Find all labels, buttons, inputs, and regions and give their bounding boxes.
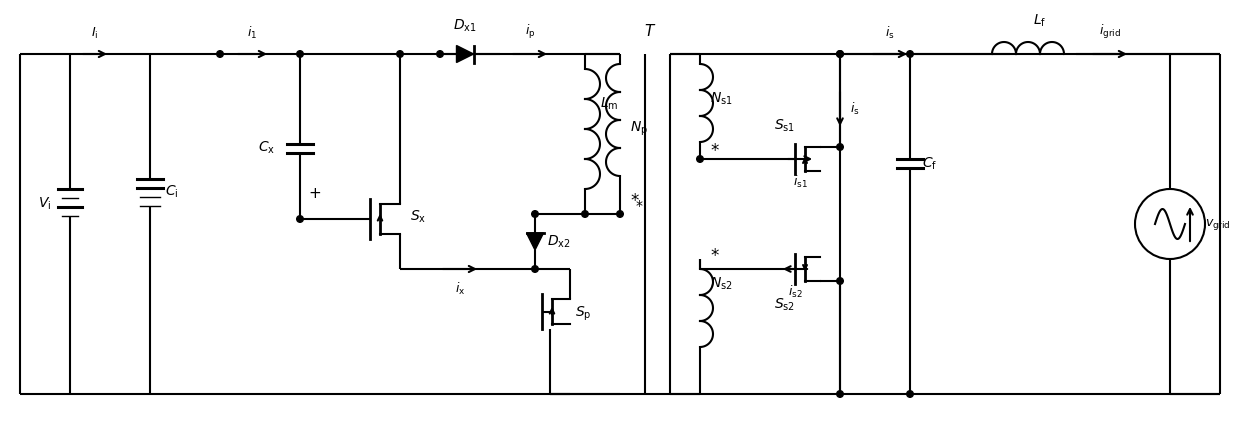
Text: $L_{\rm m}$: $L_{\rm m}$ [600,96,619,112]
Text: $*$: $*$ [711,140,720,158]
Circle shape [532,211,538,218]
Text: $S_{\rm p}$: $S_{\rm p}$ [575,305,591,323]
Circle shape [532,266,538,272]
Circle shape [397,51,403,57]
Text: $C_{\rm x}$: $C_{\rm x}$ [258,140,275,156]
Circle shape [837,278,843,284]
Text: $i_{\rm s}$: $i_{\rm s}$ [849,101,859,117]
Text: $I_{\rm i}$: $I_{\rm i}$ [92,26,99,41]
Text: $S_{\rm s2}$: $S_{\rm s2}$ [775,297,796,314]
Text: $v_{\rm grid}$: $v_{\rm grid}$ [1205,217,1231,232]
Text: $V_{\rm i}$: $V_{\rm i}$ [38,196,52,212]
Text: $i_{\rm x}$: $i_{\rm x}$ [455,281,465,297]
Text: $L_{\rm f}$: $L_{\rm f}$ [1033,12,1047,29]
Text: $S_{\rm x}$: $S_{\rm x}$ [410,209,427,225]
Text: $i_{\rm p}$: $i_{\rm p}$ [525,23,536,41]
Circle shape [217,51,223,57]
Circle shape [436,51,444,57]
Circle shape [837,51,843,57]
Text: $i_{\rm s}$: $i_{\rm s}$ [885,25,895,41]
Circle shape [697,156,703,162]
Text: $i_{\rm 1}$: $i_{\rm 1}$ [247,25,257,41]
Text: $D_{\rm x1}$: $D_{\rm x1}$ [453,18,477,34]
Circle shape [837,51,843,57]
Text: $C_{\rm i}$: $C_{\rm i}$ [165,184,179,200]
Circle shape [906,391,914,397]
Circle shape [616,211,624,218]
Circle shape [582,211,588,218]
Polygon shape [527,233,543,250]
Circle shape [837,391,843,397]
Text: $i_{\rm s2}$: $i_{\rm s2}$ [787,284,802,300]
Text: $D_{\rm x2}$: $D_{\rm x2}$ [547,233,570,250]
Circle shape [837,144,843,150]
Circle shape [296,216,304,222]
Text: $N_{\rm s2}$: $N_{\rm s2}$ [711,276,733,292]
Text: $*$: $*$ [635,197,644,211]
Circle shape [296,51,304,57]
Text: $S_{\rm s1}$: $S_{\rm s1}$ [775,118,796,134]
Polygon shape [456,45,474,63]
Circle shape [906,51,914,57]
Text: $N_{\rm p}$: $N_{\rm p}$ [630,120,649,138]
Text: $i_{\rm s1}$: $i_{\rm s1}$ [792,174,807,190]
Text: $i_{\rm grid}$: $i_{\rm grid}$ [1099,23,1121,41]
Text: $*$: $*$ [711,245,720,263]
Text: $C_{\rm f}$: $C_{\rm f}$ [923,156,937,172]
Text: $*$: $*$ [630,190,640,208]
Text: $+$: $+$ [308,187,321,202]
Text: $T$: $T$ [644,23,656,39]
Text: $N_{\rm s1}$: $N_{\rm s1}$ [711,91,733,107]
